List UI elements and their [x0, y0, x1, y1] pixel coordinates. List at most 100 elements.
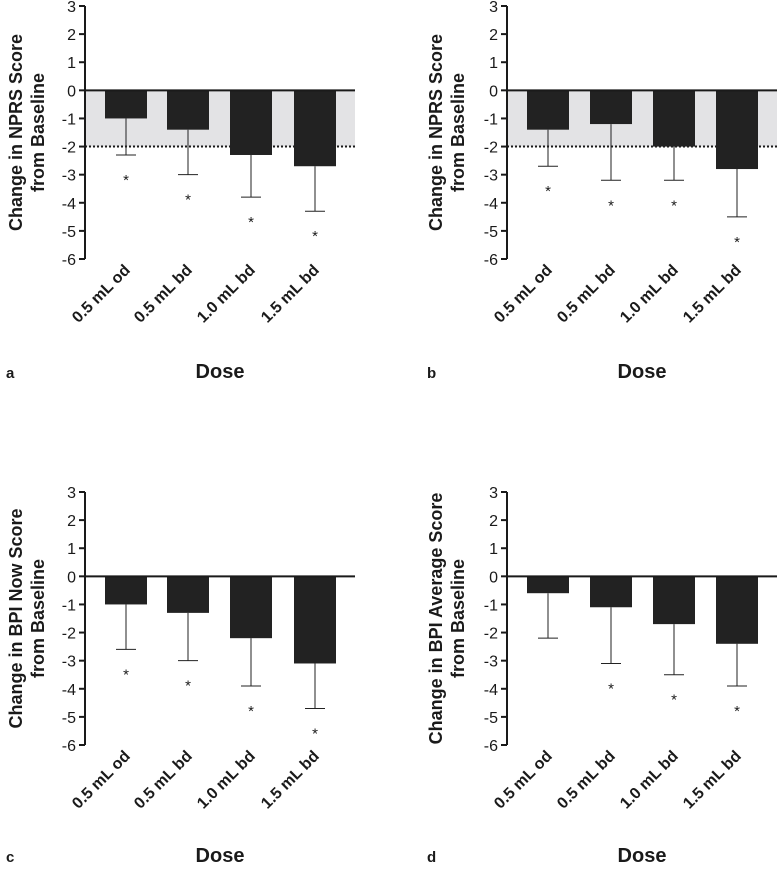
- significance-marker: *: [185, 678, 191, 695]
- y-tick-label: -5: [62, 224, 76, 241]
- y-tick-label: 1: [67, 541, 76, 558]
- y-tick-label: 1: [67, 55, 76, 72]
- y-tick-label: 2: [489, 27, 498, 44]
- y-tick-label: -6: [62, 738, 76, 755]
- significance-marker: *: [123, 666, 129, 683]
- y-axis-label-line: from Baseline: [448, 559, 468, 678]
- significance-marker: *: [608, 197, 614, 214]
- panel-label: c: [6, 849, 14, 866]
- y-axis-label: Change in BPI Average Score from Baseline: [426, 493, 468, 745]
- significance-marker: *: [123, 172, 129, 189]
- bar: [105, 90, 147, 119]
- y-tick-label: 3: [67, 485, 76, 502]
- bar: [294, 576, 336, 664]
- x-tick-label: 0.5 mL bd: [131, 262, 196, 327]
- y-tick-label: -1: [484, 111, 498, 128]
- y-axis-label-line: from Baseline: [448, 73, 468, 192]
- bar: [167, 90, 209, 130]
- x-tick-label: 1.5 mL bd: [680, 748, 745, 813]
- y-axis-label-line: Change in BPI Now Score: [6, 508, 26, 728]
- significance-marker: *: [248, 703, 254, 720]
- x-tick-label: 0.5 mL od: [491, 262, 556, 327]
- y-tick-label: -6: [484, 252, 498, 269]
- y-tick-label: -1: [62, 597, 76, 614]
- x-axis-label: Dose: [618, 361, 667, 383]
- panel-label: d: [427, 849, 436, 866]
- y-tick-label: -2: [62, 140, 76, 157]
- y-tick-label: -2: [484, 140, 498, 157]
- y-tick-label: -2: [62, 626, 76, 643]
- x-tick-label: 1.5 mL bd: [258, 262, 323, 327]
- y-tick-label: -5: [62, 710, 76, 727]
- significance-marker: *: [248, 214, 254, 231]
- y-tick-label: 1: [489, 55, 498, 72]
- x-tick-label: 1.5 mL bd: [258, 748, 323, 813]
- y-tick-label: -1: [484, 597, 498, 614]
- y-axis-label-line: Change in NPRS Score: [426, 34, 446, 231]
- bar: [716, 576, 758, 644]
- significance-marker: *: [671, 692, 677, 709]
- y-tick-label: 2: [67, 513, 76, 530]
- y-tick-label: -3: [62, 168, 76, 185]
- y-tick-label: -1: [62, 111, 76, 128]
- significance-marker: *: [312, 228, 318, 245]
- y-tick-label: 0: [489, 83, 498, 100]
- x-axis-label: Dose: [618, 845, 667, 867]
- y-tick-label: 0: [67, 569, 76, 586]
- bar: [653, 576, 695, 625]
- bar: [527, 90, 569, 130]
- y-tick-label: -4: [62, 682, 76, 699]
- x-tick-label: 1.5 mL bd: [680, 262, 745, 327]
- y-tick-label: 2: [67, 27, 76, 44]
- bar: [716, 90, 758, 170]
- bar: [590, 90, 632, 125]
- y-axis-label-line: from Baseline: [28, 73, 48, 192]
- panel-label: a: [6, 365, 15, 382]
- y-tick-label: -5: [484, 710, 498, 727]
- x-tick-label: 0.5 mL od: [69, 262, 134, 327]
- y-tick-label: -2: [484, 626, 498, 643]
- significance-marker: *: [185, 192, 191, 209]
- bar: [167, 576, 209, 613]
- y-tick-label: -3: [62, 654, 76, 671]
- y-tick-label: -3: [484, 654, 498, 671]
- significance-marker: *: [545, 183, 551, 200]
- x-tick-label: 1.0 mL bd: [194, 262, 259, 327]
- y-axis-label: Change in BPI Now Score from Baseline: [6, 508, 48, 728]
- y-tick-label: -4: [62, 196, 76, 213]
- panel-label: b: [427, 365, 436, 382]
- y-tick-label: 2: [489, 513, 498, 530]
- significance-marker: *: [312, 725, 318, 742]
- y-axis-label-line: Change in NPRS Score: [6, 34, 26, 231]
- bar: [527, 576, 569, 594]
- x-tick-label: 0.5 mL bd: [554, 748, 619, 813]
- y-axis-label-line: Change in BPI Average Score: [426, 493, 446, 745]
- y-tick-label: -3: [484, 168, 498, 185]
- y-axis-label-line: from Baseline: [28, 559, 48, 678]
- y-tick-label: 0: [489, 569, 498, 586]
- y-tick-label: 1: [489, 541, 498, 558]
- bar: [230, 90, 272, 155]
- y-axis-label: Change in NPRS Score from Baseline: [6, 34, 48, 231]
- x-tick-label: 0.5 mL od: [69, 748, 134, 813]
- chart-panel-d: * * * 3 2 1 0 -1 -2 -3 -4 -5 -60.5 mL od0.5 mL bd1.0…: [426, 485, 777, 867]
- x-tick-label: 1.0 mL bd: [617, 748, 682, 813]
- x-tick-label: 0.5 mL bd: [554, 262, 619, 327]
- y-tick-label: -6: [484, 738, 498, 755]
- significance-marker: *: [734, 703, 740, 720]
- significance-marker: *: [734, 234, 740, 251]
- bar: [230, 576, 272, 639]
- bar: [294, 90, 336, 167]
- y-tick-label: 0: [67, 83, 76, 100]
- significance-marker: *: [608, 680, 614, 697]
- y-axis-label: Change in NPRS Score from Baseline: [426, 34, 468, 231]
- y-tick-label: -4: [484, 196, 498, 213]
- y-tick-label: -4: [484, 682, 498, 699]
- x-axis-label: Dose: [196, 361, 245, 383]
- bar: [653, 90, 695, 147]
- x-tick-label: 1.0 mL bd: [617, 262, 682, 327]
